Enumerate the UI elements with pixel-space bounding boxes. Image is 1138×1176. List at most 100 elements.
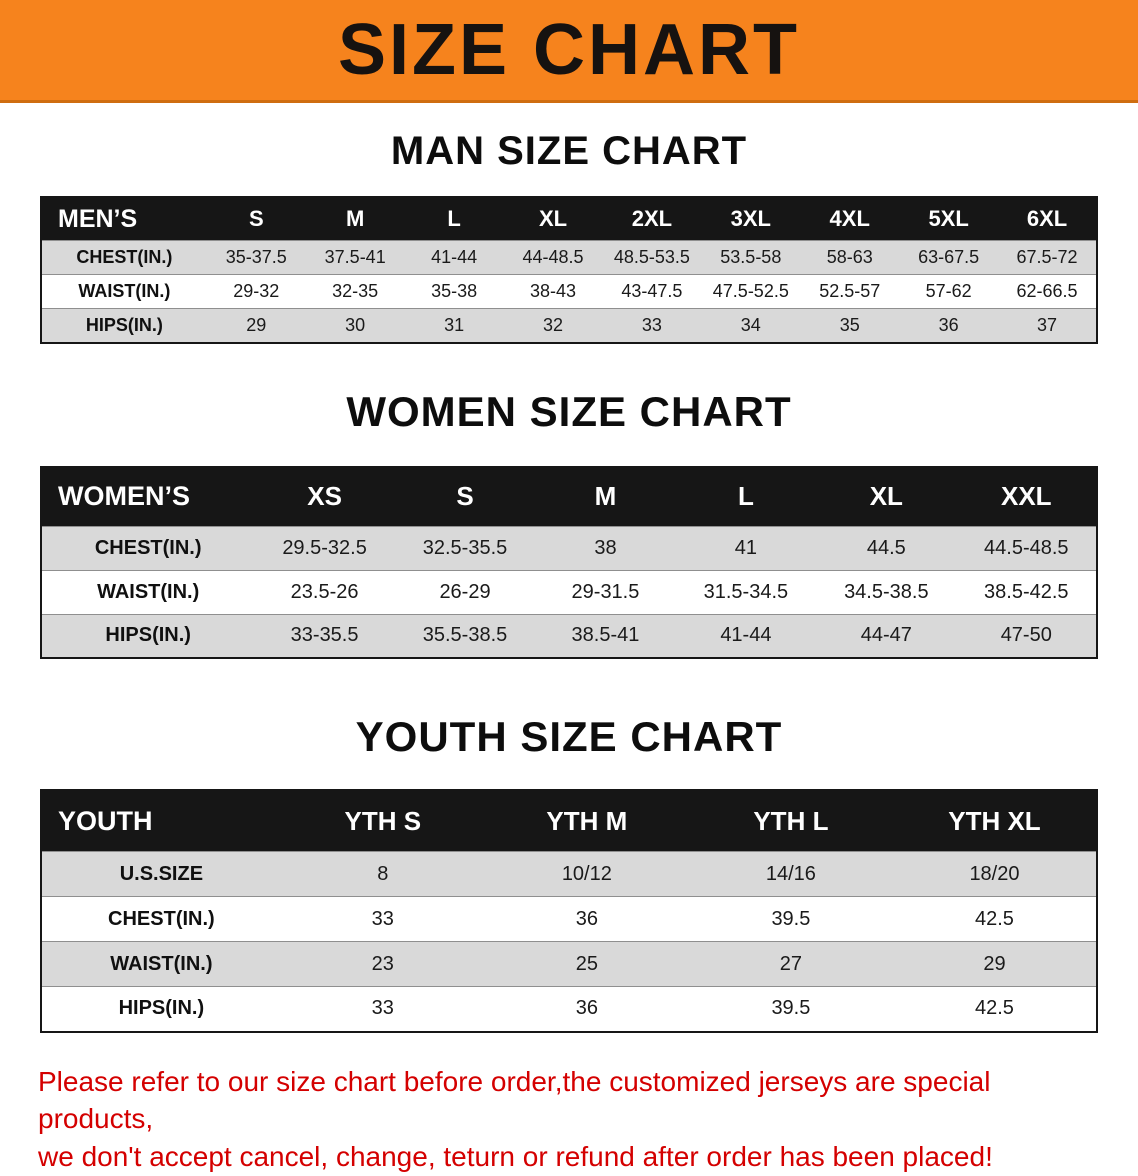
value-cell: 62-66.5 <box>1016 281 1078 301</box>
value-cell: 35-38 <box>431 281 478 301</box>
value-cell: 29 <box>246 314 267 335</box>
row-label-cell: HIPS(IN.) <box>105 624 191 647</box>
value-cell: 39.5 <box>771 907 811 930</box>
value-cell: 43-47.5 <box>621 281 683 301</box>
value-cell: 48.5-53.5 <box>613 247 690 267</box>
value-cell: 58-63 <box>826 247 873 267</box>
value-cell: 37.5-41 <box>324 247 386 267</box>
size-header-cell: XS <box>254 466 395 526</box>
size-header-cell: YTH L <box>688 790 893 852</box>
men-size-table: MEN’S S M L XL 2XL 3XL 4XL 5XL 6XL CHEST(IN.) 35-37… <box>40 196 1098 344</box>
size-header-cell: YTH S <box>280 790 485 852</box>
value-cell: 34.5-38.5 <box>844 580 929 603</box>
row-label-cell: CHEST(IN.) <box>94 536 202 559</box>
value-cell: 36 <box>575 907 598 930</box>
value-cell: 32-35 <box>332 281 379 301</box>
value-cell: 27 <box>779 952 803 975</box>
value-cell: 37 <box>1037 314 1058 335</box>
value-cell: 34 <box>740 314 761 335</box>
size-header-cell: 4XL <box>800 197 900 241</box>
measurement-row: CHEST(IN.) 35-37.5 37.5-41 41-44 44-48.5 48.5… <box>41 240 1097 275</box>
value-cell: 47-50 <box>1000 624 1052 647</box>
value-cell: 23 <box>371 952 394 975</box>
measurement-row: HIPS(IN.) 33-35.5 35.5-38.5 38.5-41 41-44 44-… <box>41 614 1097 658</box>
row-label-cell: WAIST(IN.) <box>97 580 200 603</box>
value-cell: 44-48.5 <box>522 247 584 267</box>
table-title-cell: YOUTH <box>41 790 281 852</box>
men-size-section: MAN SIZE CHART MEN’S S M L XL 2XL 3XL 4XL 5XL 6XL… <box>0 129 1138 344</box>
size-header-cell: YTH XL <box>892 790 1097 852</box>
value-cell: 35.5-38.5 <box>422 624 508 647</box>
value-cell: 41-44 <box>431 247 478 267</box>
measurement-row: WAIST(IN.) 23.5-26 26-29 29-31.5 31.5-34.5 34… <box>41 570 1097 614</box>
row-label-cell: U.S.SIZE <box>119 862 204 885</box>
disclaimer-line-2: we don't accept cancel, change, teturn o… <box>38 1141 993 1173</box>
row-label-cell: HIPS(IN.) <box>85 314 163 335</box>
value-cell: 47.5-52.5 <box>712 281 789 301</box>
size-header-cell: S <box>394 466 536 526</box>
measurement-row: CHEST(IN.) 33 36 39.5 42.5 <box>41 896 1097 942</box>
value-cell: 10/12 <box>561 862 612 885</box>
value-cell: 57-62 <box>925 281 972 301</box>
value-cell: 35 <box>839 314 860 335</box>
value-cell: 38.5-42.5 <box>984 580 1069 603</box>
value-cell: 38 <box>594 536 617 559</box>
disclaimer-line-1: Please refer to our size chart before or… <box>38 1065 991 1135</box>
value-cell: 29-31.5 <box>571 580 640 603</box>
value-cell: 35-37.5 <box>225 247 287 267</box>
value-cell: 38-43 <box>529 281 577 301</box>
youth-table-wrap: YOUTH YTH S YTH M YTH L YTH XL U.S.SIZE 8 10/12… <box>40 789 1098 1033</box>
value-cell: 67.5-72 <box>1016 247 1078 267</box>
value-cell: 42.5 <box>975 997 1014 1020</box>
value-cell: 25 <box>575 952 598 975</box>
value-cell: 30 <box>345 314 366 335</box>
value-cell: 29.5-32.5 <box>282 536 367 559</box>
size-chart-banner: SIZE CHART <box>0 0 1138 103</box>
value-cell: 44.5-48.5 <box>984 536 1069 559</box>
women-section-heading: WOMEN SIZE CHART <box>346 387 792 435</box>
row-label-cell: WAIST(IN.) <box>110 952 213 975</box>
women-table-wrap: WOMEN’S XS S M L XL XXL CHEST(IN.) 29.5-32.5 32.5… <box>40 465 1098 659</box>
table-header-row: MEN’S S M L XL 2XL 3XL 4XL 5XL 6XL <box>41 197 1097 241</box>
size-header-cell: M <box>535 466 676 526</box>
measurement-row: WAIST(IN.) 29-32 32-35 35-38 38-43 43-47.5 47.… <box>41 274 1097 309</box>
youth-size-section: YOUTH SIZE CHART YOUTH YTH S YTH M YTH L YTH… <box>0 713 1138 1033</box>
value-cell: 41 <box>734 536 758 559</box>
men-table-wrap: MEN’S S M L XL 2XL 3XL 4XL 5XL 6XL CHEST(IN.) 35-37… <box>40 196 1098 344</box>
size-header-cell: L <box>675 466 817 526</box>
measurement-row: HIPS(IN.) 29 30 31 32 33 34 35 36 37 <box>41 308 1097 343</box>
row-label-cell: CHEST(IN.) <box>76 247 173 267</box>
size-header-cell: L <box>404 197 504 241</box>
row-label-cell: WAIST(IN.) <box>78 281 171 301</box>
youth-size-table: YOUTH YTH S YTH M YTH L YTH XL U.S.SIZE 8 10/12… <box>40 789 1098 1033</box>
value-cell: 33 <box>641 314 662 335</box>
size-header-cell: 6XL <box>998 197 1097 241</box>
youth-section-heading: YOUTH SIZE CHART <box>355 713 783 760</box>
measurement-row: CHEST(IN.) 29.5-32.5 32.5-35.5 38 41 44.5 44.5… <box>41 526 1097 570</box>
value-cell: 63-67.5 <box>918 247 980 267</box>
table-title-cell: WOMEN’S <box>41 466 255 526</box>
banner-title: SIZE CHART <box>338 10 800 90</box>
women-size-table: WOMEN’S XS S M L XL XXL CHEST(IN.) 29.5-32.5 32.5… <box>40 465 1098 659</box>
size-header-cell: XL <box>816 466 957 526</box>
measurement-row: U.S.SIZE 8 10/12 14/16 18/20 <box>41 851 1097 897</box>
size-header-cell: S <box>206 197 306 241</box>
value-cell: 33-35.5 <box>290 624 359 647</box>
table-title-cell: MEN’S <box>41 197 207 241</box>
disclaimer-note: Please refer to our size chart before or… <box>38 1063 1100 1176</box>
value-cell: 39.5 <box>771 997 811 1020</box>
table-header-row: WOMEN’S XS S M L XL XXL <box>41 466 1097 526</box>
measurement-row: HIPS(IN.) 33 36 39.5 42.5 <box>41 986 1097 1032</box>
value-cell: 32 <box>542 314 564 335</box>
size-header-cell: XXL <box>956 466 1097 526</box>
value-cell: 29 <box>983 952 1006 975</box>
size-header-cell: M <box>305 197 405 241</box>
size-header-cell: 3XL <box>701 197 801 241</box>
value-cell: 38.5-41 <box>571 624 640 647</box>
men-section-heading: MAN SIZE CHART <box>390 129 748 173</box>
value-cell: 23.5-26 <box>290 580 359 603</box>
value-cell: 33 <box>371 907 394 930</box>
value-cell: 52.5-57 <box>819 281 881 301</box>
value-cell: 42.5 <box>975 907 1014 930</box>
size-header-cell: XL <box>503 197 603 241</box>
